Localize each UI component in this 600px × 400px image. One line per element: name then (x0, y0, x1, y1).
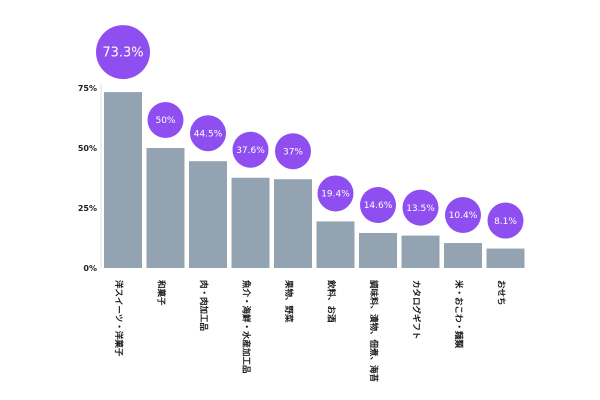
y-tick-label: 0% (83, 264, 97, 273)
data-label-bubble (232, 131, 269, 168)
bar (231, 177, 270, 268)
data-label-bubble (96, 25, 150, 80)
category-label: 飲料、お酒 (326, 279, 337, 323)
data-label: 19.4% (321, 190, 350, 200)
data-label-bubble (317, 175, 354, 212)
data-label: 37.6% (236, 146, 265, 156)
bar (274, 179, 312, 268)
data-label: 14.6% (364, 201, 393, 211)
bar (486, 248, 525, 268)
bar (316, 221, 355, 268)
data-label: 37% (283, 147, 303, 157)
data-label-bubble (360, 186, 396, 223)
data-label-bubbles: 73.3% 50% 44.5% 37.6% 37% 19.4% 14.6% 13.5% 10.4… (96, 25, 524, 239)
bar (401, 235, 440, 268)
category-label: 米・おこわ・麺類 (453, 280, 464, 349)
category-label: 和菓子 (156, 280, 167, 306)
bar (444, 243, 482, 268)
data-label: 8.1% (494, 217, 517, 227)
data-label-bubble (147, 102, 184, 138)
data-label-bubble (445, 197, 481, 234)
data-label-bubble (487, 202, 524, 239)
bar (104, 92, 142, 268)
bar (189, 161, 227, 268)
category-label: 肉・肉加工品 (198, 280, 209, 332)
y-tick-label: 75% (78, 84, 97, 93)
data-label-bubble (275, 133, 311, 170)
category-labels: 洋スイーツ・洋菓子 和菓子 肉・肉加工品 魚介・海鮮・水産加工品 果物、野菜 飲料、お酒 調… (113, 279, 506, 383)
category-label: おせち (496, 280, 506, 306)
axis-layer: 0% 25% 50% 75% (78, 84, 102, 273)
category-label: 洋スイーツ・洋菓子 (113, 280, 124, 357)
y-tick-label: 50% (78, 144, 97, 153)
data-label-bubble (402, 189, 439, 226)
data-label-bubble (190, 115, 226, 152)
data-label: 73.3% (102, 46, 143, 61)
data-label: 50% (155, 116, 175, 126)
data-label: 44.5% (194, 129, 223, 139)
category-label: カタログギフト (411, 280, 422, 340)
bar (359, 232, 397, 268)
category-label: 調味料、漬物、佃煮、海苔 (368, 280, 379, 383)
bars (104, 92, 525, 268)
y-tick-label: 25% (78, 204, 97, 213)
data-label: 13.5% (406, 204, 435, 214)
category-label: 果物、野菜 (283, 279, 294, 323)
bar (146, 148, 185, 268)
data-label: 10.4% (449, 211, 478, 221)
category-label: 魚介・海鮮・水産加工品 (241, 280, 252, 374)
